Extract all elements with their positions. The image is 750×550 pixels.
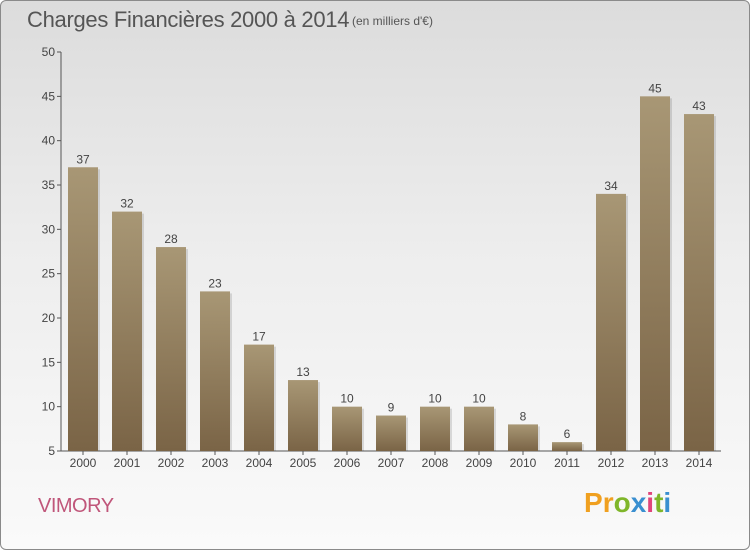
- x-tick-label: 2009: [466, 456, 493, 470]
- bar: [464, 406, 494, 451]
- x-tick-label: 2000: [70, 456, 97, 470]
- bar-value-label: 8: [520, 409, 527, 423]
- brand-letter: o: [613, 487, 631, 518]
- y-tick-label: 15: [42, 355, 56, 369]
- bar-value-label: 37: [76, 152, 90, 166]
- x-tick-label: 2005: [290, 456, 317, 470]
- x-tick-label: 2007: [378, 456, 405, 470]
- bar-value-label: 43: [692, 99, 706, 113]
- brand-letter: i: [663, 487, 672, 518]
- y-tick-label: 50: [42, 45, 56, 59]
- x-tick-label: 2003: [202, 456, 229, 470]
- bar-value-label: 9: [388, 401, 395, 415]
- x-tick-label: 2001: [114, 456, 141, 470]
- x-tick-label: 2006: [334, 456, 361, 470]
- x-tick-label: 2012: [598, 456, 625, 470]
- chart-title: Charges Financières 2000 à 2014: [27, 7, 350, 32]
- brand-logo: Proxiti: [584, 487, 671, 519]
- x-tick-label: 2011: [554, 456, 580, 470]
- bar-value-label: 13: [296, 365, 310, 379]
- y-tick-label: 5: [48, 444, 55, 458]
- bar: [640, 96, 670, 451]
- bar: [288, 380, 318, 451]
- bar: [552, 442, 582, 451]
- bar-value-label: 28: [164, 232, 178, 246]
- bar-value-label: 6: [564, 427, 571, 441]
- brand-letter: x: [630, 487, 647, 518]
- brand-letter: r: [602, 487, 614, 518]
- commune-name: VIMORY: [38, 495, 114, 517]
- y-tick-label: 10: [42, 400, 56, 414]
- bar-value-label: 45: [648, 81, 662, 95]
- y-tick-label: 20: [42, 311, 56, 325]
- x-tick-label: 2008: [422, 456, 449, 470]
- bar: [244, 344, 274, 451]
- chart-subtitle: (en milliers d'€): [352, 14, 433, 28]
- bar: [684, 114, 714, 452]
- bar: [420, 406, 450, 451]
- bar: [596, 193, 626, 451]
- brand-letter: i: [646, 487, 655, 518]
- bar: [332, 406, 362, 451]
- bar: [376, 415, 406, 451]
- y-tick-label: 30: [42, 222, 56, 236]
- x-tick-label: 2010: [510, 456, 537, 470]
- bar: [156, 247, 186, 451]
- bar-value-label: 34: [604, 179, 618, 193]
- bar: [112, 211, 142, 451]
- bar-value-label: 10: [472, 392, 486, 406]
- bar-value-label: 23: [208, 276, 222, 290]
- brand-letter: t: [654, 487, 664, 518]
- x-tick-label: 2004: [246, 456, 273, 470]
- x-tick-label: 2014: [686, 456, 713, 470]
- bar: [508, 424, 538, 451]
- x-tick-label: 2002: [158, 456, 185, 470]
- x-tick-label: 2013: [642, 456, 669, 470]
- y-tick-label: 40: [42, 134, 56, 148]
- bar: [68, 167, 98, 451]
- y-tick-label: 25: [42, 267, 56, 281]
- bar-value-label: 10: [428, 392, 442, 406]
- y-tick-label: 35: [42, 178, 56, 192]
- brand-letter: P: [584, 487, 603, 518]
- y-tick-label: 45: [42, 89, 56, 103]
- bar-value-label: 32: [120, 197, 134, 211]
- bar-value-label: 10: [340, 392, 354, 406]
- bar: [200, 291, 230, 451]
- bar-value-label: 17: [252, 330, 266, 344]
